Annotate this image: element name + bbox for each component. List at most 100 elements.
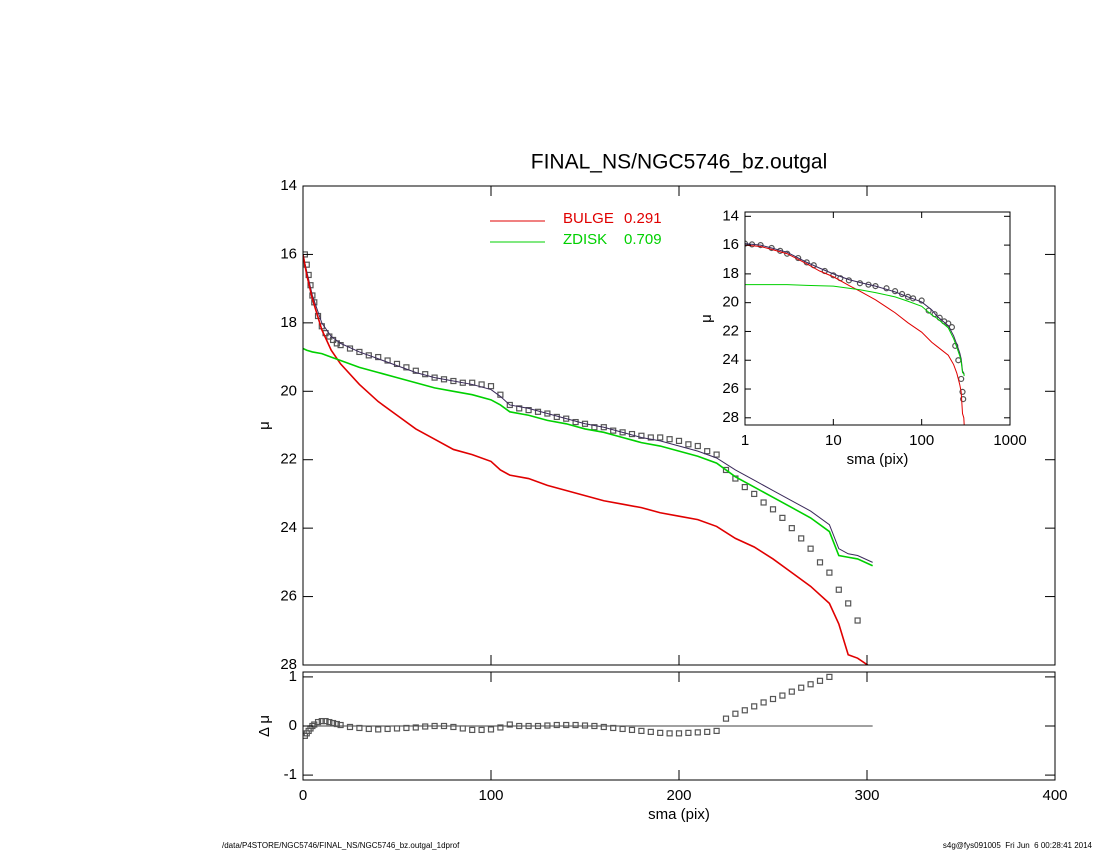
data-point xyxy=(431,722,438,730)
y-tick-label: 18 xyxy=(722,265,739,282)
data-point xyxy=(685,441,692,448)
data-point xyxy=(333,720,340,728)
data-point xyxy=(768,244,775,252)
x-tick-label: 100 xyxy=(478,787,503,804)
data-point xyxy=(960,395,967,403)
data-point xyxy=(619,725,626,733)
data-point xyxy=(638,432,645,439)
data-point xyxy=(572,721,579,729)
data-point xyxy=(788,525,795,532)
data-point xyxy=(854,617,861,624)
x-tick-label: 400 xyxy=(1042,787,1067,804)
data-point xyxy=(826,569,833,576)
data-point xyxy=(553,721,560,729)
data-point xyxy=(666,436,673,443)
y-tick-label: 28 xyxy=(722,409,739,426)
data-point xyxy=(600,723,607,731)
data-point xyxy=(713,451,720,458)
y-tick-label: -1 xyxy=(284,766,297,783)
data-point xyxy=(647,434,654,441)
profile-line xyxy=(303,347,873,567)
data-point xyxy=(403,364,410,371)
x-axis-label: sma (pix) xyxy=(847,451,909,468)
data-point xyxy=(760,699,767,706)
data-point xyxy=(412,367,419,374)
data-point xyxy=(534,722,542,730)
data-point xyxy=(779,514,786,521)
data-point xyxy=(628,726,636,734)
data-point xyxy=(835,586,842,593)
data-point xyxy=(760,499,767,506)
data-point xyxy=(346,723,354,731)
data-point xyxy=(779,692,786,699)
data-point xyxy=(337,341,344,349)
data-point xyxy=(450,723,457,731)
y-tick-label: 20 xyxy=(280,382,297,399)
data-point xyxy=(769,506,777,513)
data-point xyxy=(769,695,777,703)
data-point xyxy=(741,483,748,491)
y-tick-label: 0 xyxy=(289,717,297,734)
data-point xyxy=(337,721,344,729)
data-point xyxy=(393,725,401,732)
legend-value: 0.709 xyxy=(624,231,662,248)
data-point xyxy=(872,283,879,290)
data-point xyxy=(544,410,551,417)
data-point xyxy=(412,724,419,731)
profile-line xyxy=(745,284,965,377)
data-point xyxy=(356,724,363,732)
data-point xyxy=(722,466,730,474)
data-point xyxy=(563,721,570,729)
data-point xyxy=(959,388,966,395)
data-point xyxy=(440,722,448,730)
frame xyxy=(744,211,1011,426)
data-point xyxy=(675,437,683,444)
data-point xyxy=(581,722,589,729)
data-point xyxy=(619,429,626,436)
data-point xyxy=(816,559,824,566)
data-point xyxy=(365,352,372,359)
data-point xyxy=(525,407,532,414)
data-point xyxy=(704,728,711,735)
x-tick-label: 0 xyxy=(299,787,307,804)
legend-label: ZDISK xyxy=(563,231,607,248)
y-tick-label: 16 xyxy=(280,245,297,262)
data-point xyxy=(638,727,645,735)
data-point xyxy=(713,727,720,735)
data-point xyxy=(469,726,476,734)
legend-label: BULGE xyxy=(563,210,614,227)
data-point xyxy=(807,545,814,552)
data-point xyxy=(469,379,476,386)
data-point xyxy=(657,434,664,441)
profile-line xyxy=(745,243,965,375)
data-point xyxy=(563,415,570,422)
data-point xyxy=(666,730,673,737)
profile-line xyxy=(745,244,965,425)
y-tick-label: 18 xyxy=(280,314,297,331)
x-tick-label: 200 xyxy=(666,787,691,804)
data-point xyxy=(365,725,372,733)
y-axis-label: μ xyxy=(256,421,273,430)
data-point xyxy=(356,348,363,356)
data-point xyxy=(487,726,495,733)
chart-title: FINAL_NS/NGC5746_bz.outgal xyxy=(531,151,828,174)
data-point xyxy=(685,729,692,736)
plot-area xyxy=(303,251,873,665)
x-tick-label: 300 xyxy=(854,787,879,804)
legend-value: 0.291 xyxy=(624,210,662,227)
data-point xyxy=(694,729,701,736)
data-point xyxy=(516,405,523,412)
x-tick-label: 100 xyxy=(909,432,934,449)
data-point xyxy=(375,726,382,733)
data-point xyxy=(826,673,833,681)
data-point xyxy=(591,722,598,730)
data-point xyxy=(422,723,429,730)
data-point xyxy=(516,722,523,730)
data-point xyxy=(478,726,485,734)
data-point xyxy=(647,728,654,735)
data-point xyxy=(322,717,329,725)
data-point xyxy=(845,600,852,607)
y-tick-label: 24 xyxy=(722,351,739,368)
x-tick-label: 1000 xyxy=(993,432,1026,449)
